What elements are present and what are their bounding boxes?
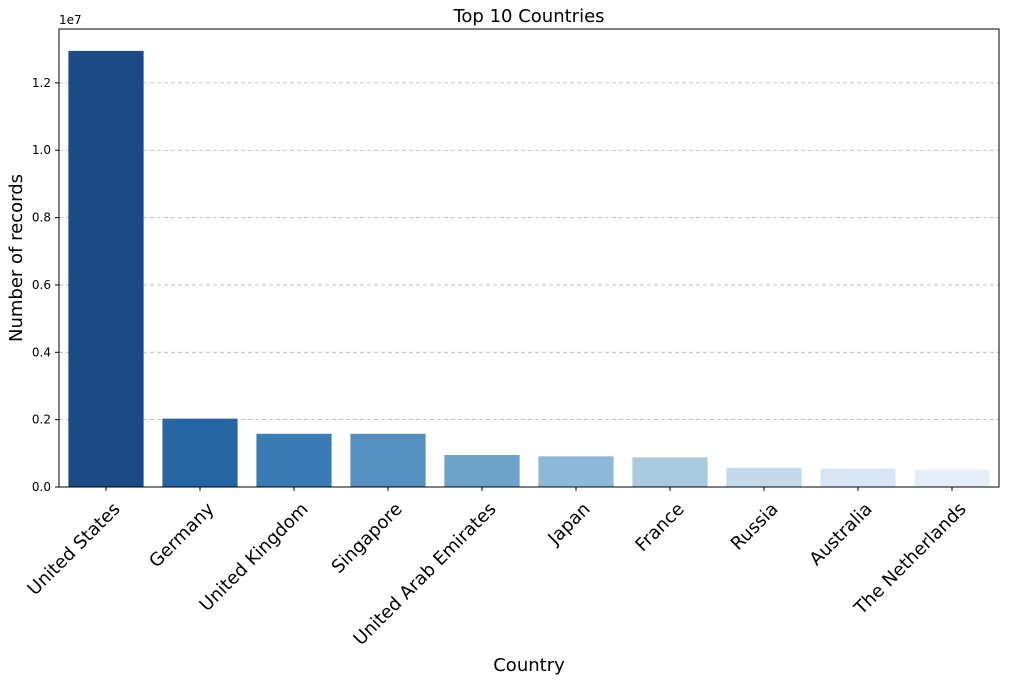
y-tick-label: 0.8 bbox=[32, 211, 51, 225]
x-tick-label: United States bbox=[24, 499, 125, 600]
y-offset-label: 1e7 bbox=[59, 13, 82, 27]
y-gridlines bbox=[59, 82, 999, 421]
x-tick-label: France bbox=[631, 499, 688, 556]
chart-title: Top 10 Countries bbox=[452, 6, 604, 27]
bar bbox=[726, 467, 802, 487]
bar bbox=[820, 468, 896, 487]
y-tick-label: 0.6 bbox=[32, 278, 51, 292]
bar bbox=[350, 433, 426, 487]
bar bbox=[914, 469, 990, 487]
bar bbox=[68, 50, 144, 487]
x-tick-label: Australia bbox=[805, 499, 876, 570]
bar bbox=[632, 457, 708, 487]
bars bbox=[68, 50, 990, 487]
y-tick-label: 0.0 bbox=[32, 480, 51, 494]
x-tick-label: Singapore bbox=[328, 499, 407, 578]
y-tick-label: 0.4 bbox=[32, 345, 51, 359]
bar bbox=[256, 433, 332, 487]
x-tick-label: Japan bbox=[544, 499, 595, 550]
x-tick-label: Russia bbox=[727, 499, 783, 555]
bar bbox=[538, 456, 614, 487]
y-axis-ticks: 0.0 0.2 0.4 0.6 0.8 1.0 1.2 bbox=[32, 76, 59, 494]
bar bbox=[162, 418, 238, 487]
x-axis-label: Country bbox=[493, 655, 565, 676]
y-tick-label: 0.2 bbox=[32, 413, 51, 427]
y-tick-label: 1.0 bbox=[32, 143, 51, 157]
y-axis-label: Number of records bbox=[6, 174, 27, 342]
y-tick-label: 1.2 bbox=[32, 76, 51, 90]
plot-frame bbox=[58, 28, 1000, 488]
x-tick-label: Germany bbox=[145, 498, 219, 572]
bar bbox=[444, 455, 520, 487]
